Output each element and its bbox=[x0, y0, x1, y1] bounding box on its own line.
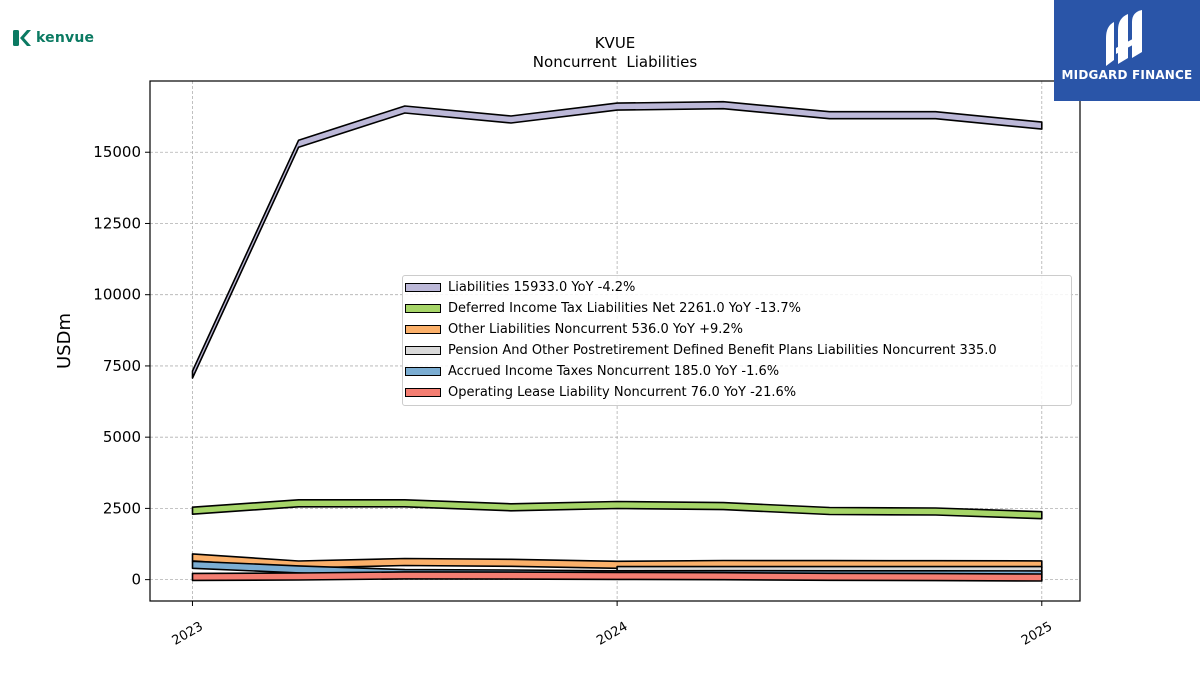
legend-item: Pension And Other Postretirement Defined… bbox=[403, 340, 997, 360]
legend: Liabilities 15933.0 YoY -4.2% Deferred In… bbox=[402, 275, 1072, 406]
midgard-finance-badge: MIDGARD FINANCE bbox=[1054, 0, 1200, 101]
y-tick-label: 10000 bbox=[93, 286, 141, 304]
kenvue-k-icon bbox=[13, 30, 31, 46]
plot-frame bbox=[149, 80, 1081, 602]
x-tick-label: 2023 bbox=[170, 619, 206, 649]
x-tick-label: 2025 bbox=[1019, 619, 1055, 649]
legend-item: Operating Lease Liability Noncurrent 76.… bbox=[403, 382, 796, 402]
legend-swatch bbox=[405, 366, 441, 376]
legend-item: Liabilities 15933.0 YoY -4.2% bbox=[403, 277, 635, 297]
legend-label: Other Liabilities Noncurrent 536.0 YoY +… bbox=[448, 321, 744, 337]
y-tick-label: 12500 bbox=[93, 214, 141, 232]
chart-title: KVUE bbox=[595, 34, 636, 52]
legend-label: Liabilities 15933.0 YoY -4.2% bbox=[448, 279, 636, 295]
series-operating-lease-liability-noncurrent bbox=[191, 571, 1043, 582]
legend-item: Accrued Income Taxes Noncurrent 185.0 Yo… bbox=[403, 361, 779, 381]
legend-label: Deferred Income Tax Liabilities Net 2261… bbox=[448, 300, 802, 316]
chart-subtitle: Noncurrent Liabilities bbox=[533, 53, 698, 71]
y-tick-label: 15000 bbox=[93, 143, 141, 161]
legend-label: Operating Lease Liability Noncurrent 76.… bbox=[448, 384, 797, 400]
series-liabilities bbox=[191, 100, 1043, 379]
brand-name: kenvue bbox=[36, 30, 95, 46]
legend-swatch bbox=[405, 345, 441, 355]
y-tick-label: 7500 bbox=[103, 357, 141, 375]
legend-swatch bbox=[405, 303, 441, 313]
badge-label: MIDGARD FINANCE bbox=[1061, 68, 1193, 82]
brand-logo: kenvue bbox=[12, 28, 94, 48]
x-tick-label: 2024 bbox=[594, 619, 630, 649]
midgard-logo-icon bbox=[1106, 10, 1142, 66]
series-layer bbox=[191, 100, 1043, 582]
legend-label: Accrued Income Taxes Noncurrent 185.0 Yo… bbox=[448, 363, 780, 379]
series-band bbox=[191, 499, 1043, 520]
y-tick-label: 2500 bbox=[103, 499, 141, 517]
legend-swatch bbox=[405, 387, 441, 397]
legend-item: Deferred Income Tax Liabilities Net 2261… bbox=[403, 298, 801, 318]
series-band bbox=[191, 571, 1043, 582]
legend-label: Pension And Other Postretirement Defined… bbox=[448, 342, 997, 358]
series-band bbox=[191, 100, 1043, 379]
y-tick-label: 0 bbox=[131, 571, 141, 589]
legend-item: Other Liabilities Noncurrent 536.0 YoY +… bbox=[403, 319, 743, 339]
legend-swatch bbox=[405, 282, 441, 292]
y-tick-label: 5000 bbox=[103, 428, 141, 446]
series-deferred-income-tax-liabilities-net bbox=[191, 499, 1043, 520]
y-axis-label: USDm bbox=[54, 313, 75, 369]
legend-swatch bbox=[405, 324, 441, 334]
